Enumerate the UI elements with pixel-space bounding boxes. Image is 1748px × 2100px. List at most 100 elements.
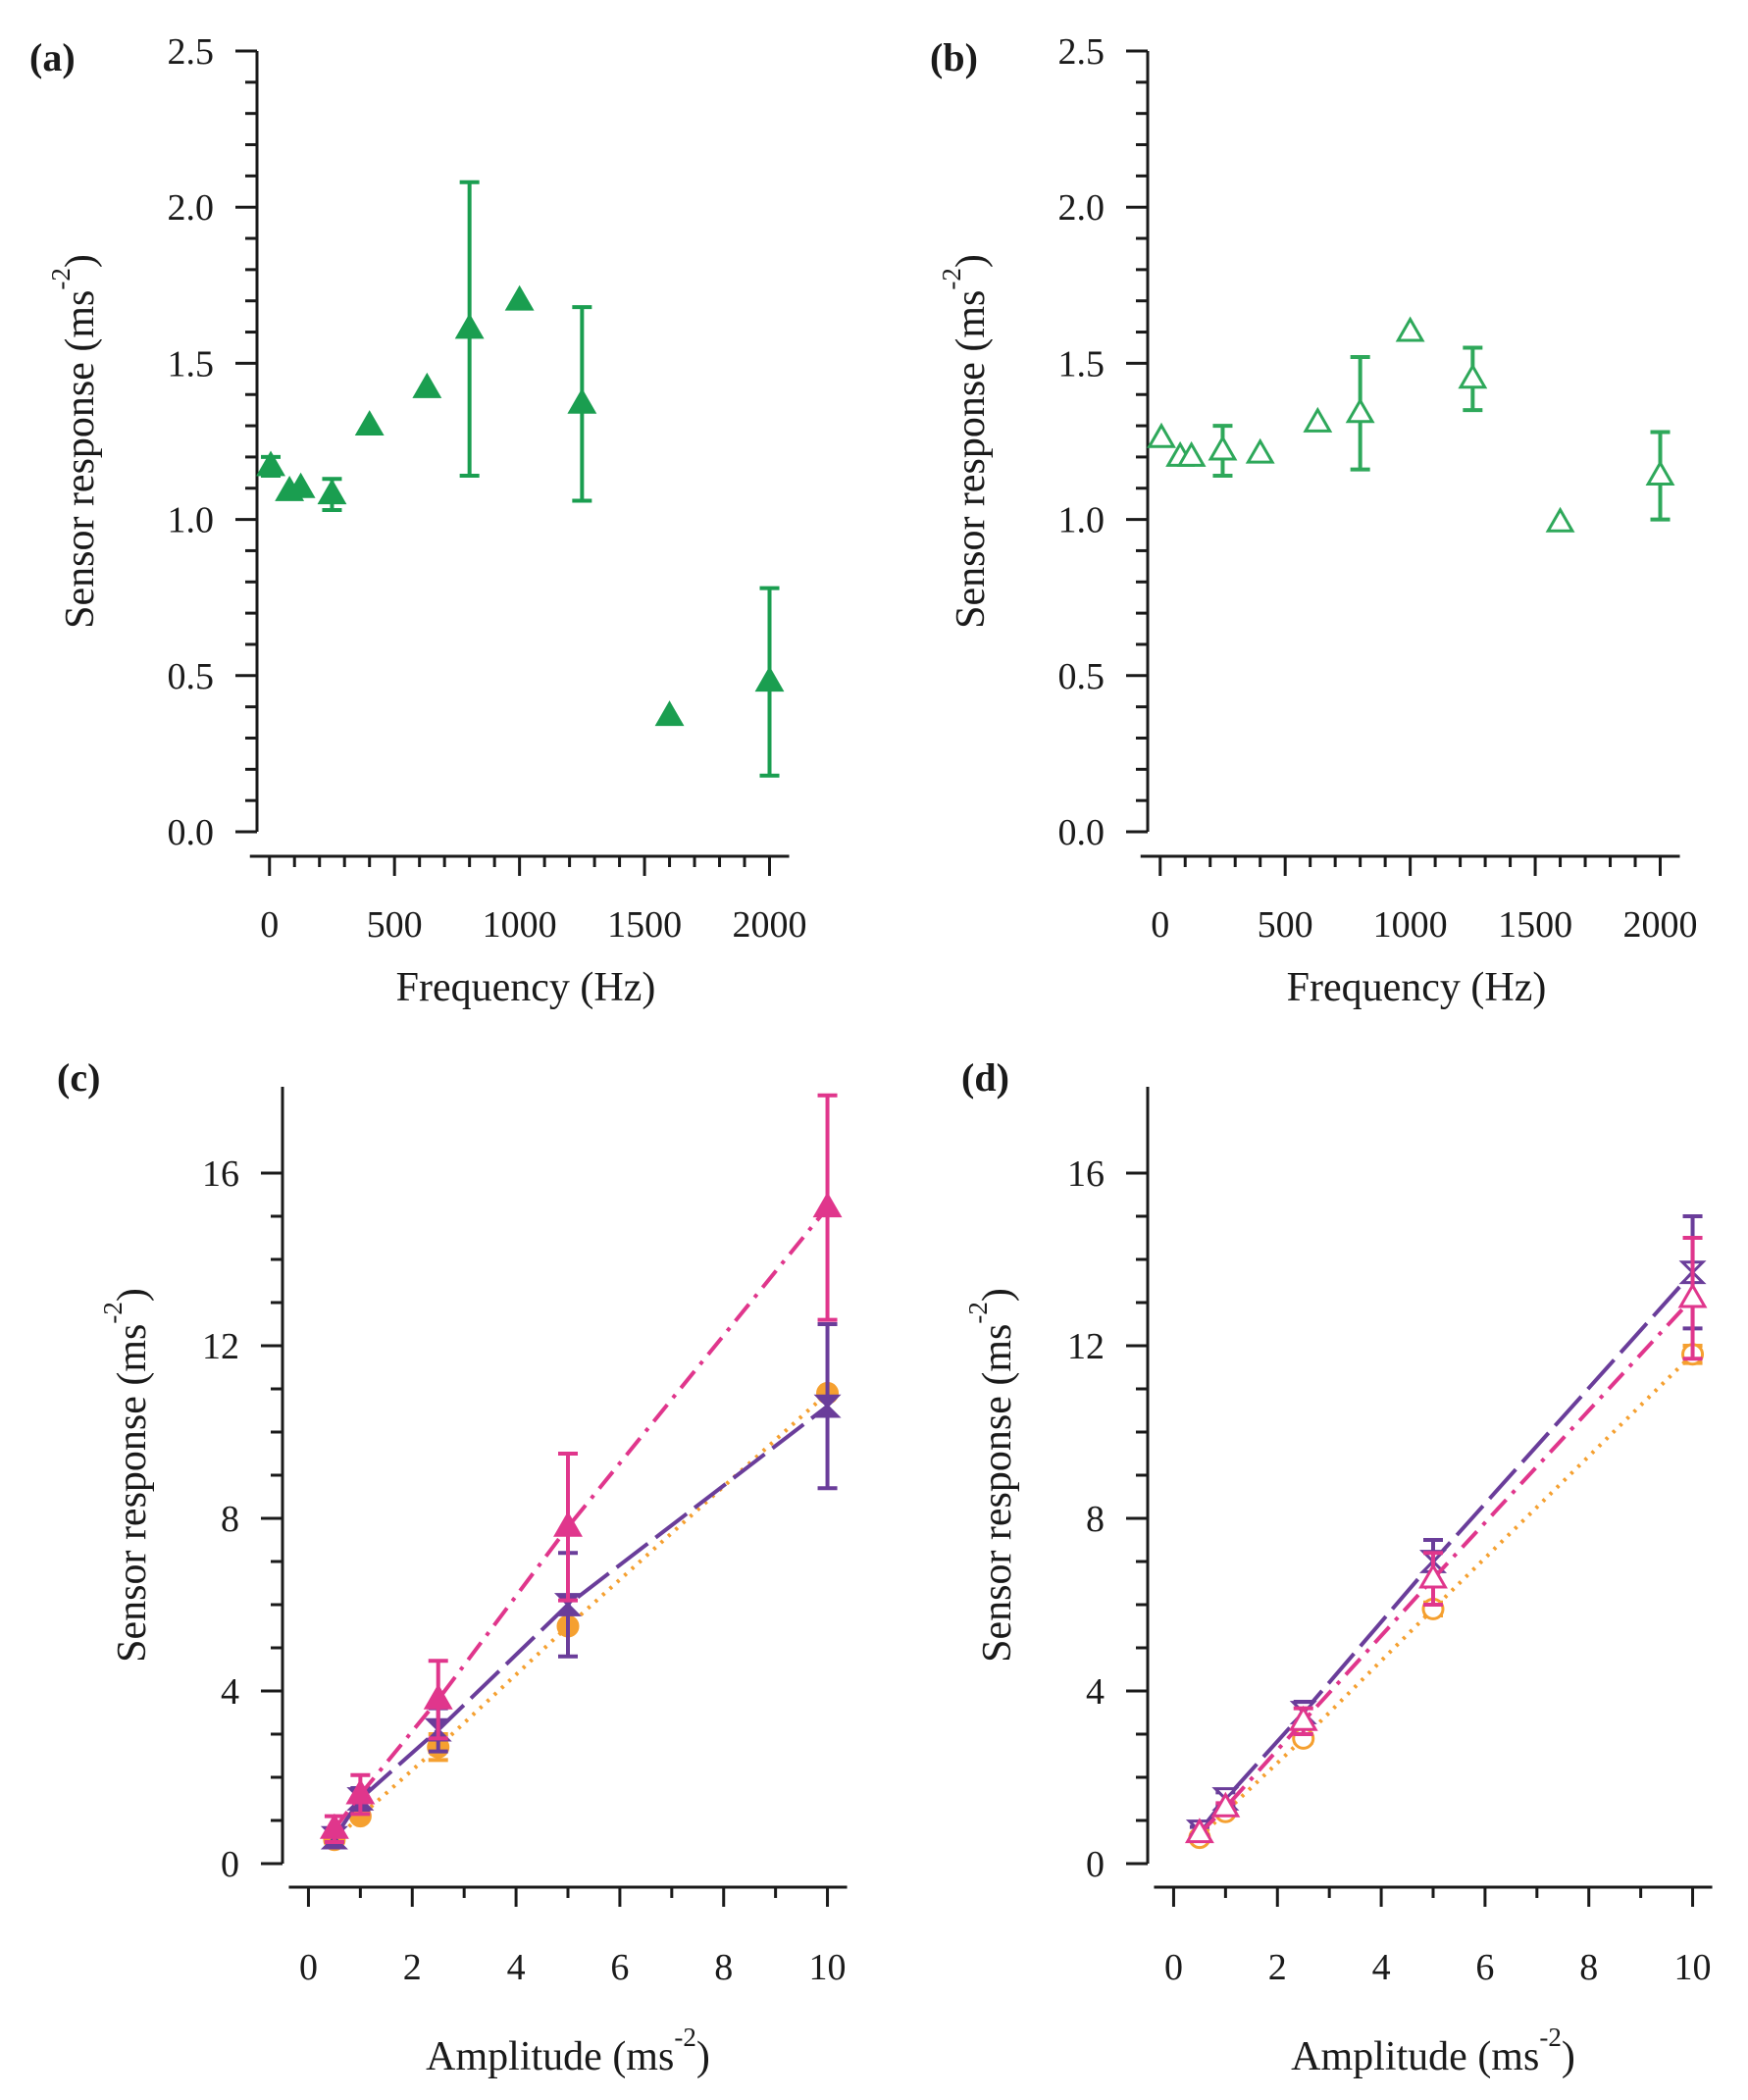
- y-tick-label: 12: [1067, 1326, 1105, 1367]
- data-point: [1303, 406, 1333, 433]
- data-point: [504, 284, 535, 311]
- x-tick-label: 2000: [733, 904, 807, 946]
- data-point: [812, 1192, 843, 1218]
- y-tick-label: 0.0: [1058, 812, 1105, 853]
- x-tick-label: 1000: [1373, 904, 1448, 946]
- y-tick-label: 2.5: [168, 31, 215, 73]
- data-point: [553, 1511, 583, 1537]
- data-point: [256, 450, 285, 477]
- data-point: [319, 1813, 349, 1839]
- data-point: [423, 1683, 453, 1710]
- x-tick-label: 0: [1151, 904, 1169, 946]
- data-point: [412, 372, 442, 398]
- data-point: [553, 1593, 583, 1616]
- x-tick-label: 1500: [1498, 904, 1572, 946]
- y-tick-label: 1.5: [168, 343, 215, 384]
- series-line: [1198, 1270, 1695, 1833]
- series-orange-dotted: [1188, 1343, 1705, 1850]
- x-tick-label: 8: [1579, 1947, 1598, 1988]
- data-point: [1245, 437, 1275, 464]
- y-tick-label: 1.0: [168, 500, 215, 541]
- data-point: [354, 410, 385, 436]
- y-axis-title: Sensor response (ms-2): [963, 1288, 1020, 1663]
- y-tick-label: 16: [1067, 1153, 1105, 1195]
- y-tick-label: 2.0: [1058, 187, 1105, 229]
- x-axis-title: Amplitude (ms-2): [426, 2023, 710, 2079]
- data-point: [1395, 316, 1425, 342]
- x-tick-label: 0: [1164, 1947, 1183, 1988]
- y-tick-label: 4: [1086, 1671, 1105, 1713]
- series-purple-dashed: [1185, 1214, 1707, 1843]
- data-point: [1677, 1282, 1708, 1308]
- data-point: [1645, 460, 1675, 486]
- data-point: [1210, 1791, 1241, 1818]
- data-point: [1147, 422, 1176, 448]
- x-axis-title: Frequency (Hz): [1287, 965, 1547, 1010]
- data-point: [424, 1717, 452, 1742]
- series-line: [333, 1205, 830, 1831]
- x-axis-title: Frequency (Hz): [396, 965, 656, 1010]
- x-tick-label: 1500: [607, 904, 682, 946]
- x-tick-label: 8: [714, 1947, 733, 1988]
- x-tick-label: 6: [610, 1947, 629, 1988]
- x-tick-label: 500: [367, 904, 423, 946]
- panel-label: (b): [930, 35, 978, 79]
- x-tick-label: 10: [1674, 1947, 1712, 1988]
- panel-label: (d): [961, 1055, 1009, 1100]
- series-magenta-dash-dot: [319, 1093, 843, 1844]
- series-line: [333, 1391, 829, 1842]
- x-tick-label: 10: [809, 1947, 847, 1988]
- data-point: [285, 472, 316, 498]
- series-line: [1198, 1297, 1695, 1835]
- data-point: [1418, 1562, 1448, 1589]
- y-tick-label: 12: [202, 1326, 239, 1367]
- data-point: [813, 1394, 842, 1418]
- x-axis-title: Amplitude (ms-2): [1291, 2023, 1575, 2079]
- y-axis-title: Sensor response (ms-2): [46, 254, 103, 629]
- data-point: [654, 700, 685, 727]
- y-tick-label: 1.5: [1058, 343, 1105, 384]
- panel-a: 0.0 0.5 1.0 1.5 2.0 2.5 0 500 1000 1500 2000 (a) Fre…: [29, 31, 807, 1010]
- panel-d: 0 4 8 12 16 0 2 4 6 8 10 (d) Amplitude (ms-2) Sensor …: [961, 1055, 1713, 2079]
- y-axis-title: Sensor response (ms-2): [98, 1288, 155, 1663]
- data-point: [454, 313, 485, 339]
- data-point: [1176, 440, 1207, 467]
- y-tick-label: 0.5: [1058, 656, 1105, 697]
- y-tick-label: 8: [1086, 1499, 1105, 1540]
- x-tick-label: 4: [507, 1947, 526, 1988]
- y-tick-label: 8: [221, 1499, 239, 1540]
- panel-b: 0.0 0.5 1.0 1.5 2.0 2.5 0 500 1000 1500 2000 (b) Fre…: [930, 31, 1698, 1010]
- y-tick-label: 2.0: [168, 187, 215, 229]
- x-tick-label: 500: [1258, 904, 1313, 946]
- data-point: [1208, 435, 1238, 461]
- series-magenta-dash-dot: [1184, 1236, 1708, 1844]
- panel-label: (a): [29, 35, 76, 79]
- y-tick-label: 0: [1086, 1844, 1105, 1885]
- x-tick-label: 2: [1268, 1947, 1287, 1988]
- data-point: [1184, 1818, 1214, 1844]
- series-open-triangles: [1147, 316, 1675, 533]
- data-point: [1678, 1260, 1707, 1285]
- data-point: [567, 387, 597, 414]
- x-tick-label: 6: [1475, 1947, 1494, 1988]
- y-tick-label: 0.0: [168, 812, 215, 853]
- series-purple-dashed: [320, 1322, 842, 1850]
- y-tick-label: 0.5: [168, 656, 215, 697]
- x-tick-label: 4: [1372, 1947, 1391, 1988]
- data-point: [1345, 397, 1375, 424]
- x-tick-label: 0: [299, 1947, 318, 1988]
- data-point: [317, 479, 347, 505]
- data-point: [1545, 506, 1575, 533]
- series-orange-dotted: [323, 1381, 840, 1852]
- x-tick-label: 2: [403, 1947, 422, 1988]
- y-tick-label: 2.5: [1058, 31, 1105, 73]
- data-point: [754, 666, 785, 692]
- data-point: [1288, 1705, 1318, 1731]
- x-tick-label: 2000: [1623, 904, 1698, 946]
- y-tick-label: 4: [221, 1671, 239, 1713]
- data-point: [345, 1778, 376, 1805]
- x-tick-label: 1000: [483, 904, 557, 946]
- y-tick-label: 1.0: [1058, 500, 1105, 541]
- series-filled-triangles: [256, 179, 785, 778]
